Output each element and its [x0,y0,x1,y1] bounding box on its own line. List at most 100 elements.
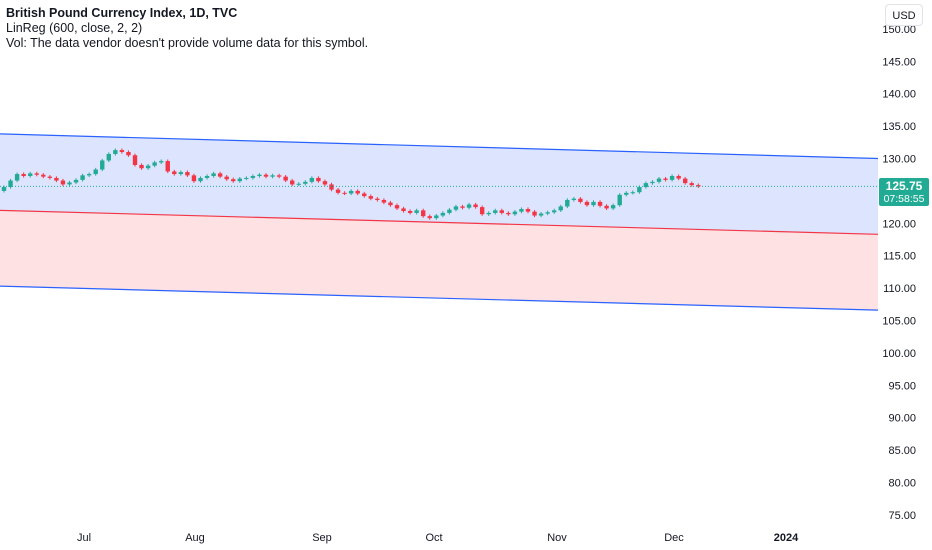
candle [93,167,98,176]
candle [139,163,144,170]
candle [663,176,668,182]
candle [276,173,282,179]
currency-button[interactable]: USD [885,4,923,26]
candle [630,190,635,195]
candle-body [663,178,668,180]
candle [250,174,256,180]
candle [453,204,459,212]
candle-body [545,212,550,214]
candle [132,153,138,167]
candle [322,179,328,187]
candle-body [624,192,629,195]
candle [60,178,66,187]
candle [204,174,210,180]
candle-body [519,209,524,212]
candle [185,170,190,177]
symbol-title[interactable]: British Pound Currency Index, 1D, TVC [6,6,238,20]
candle [597,200,603,208]
candle-body [499,210,504,213]
candle-body [565,199,570,207]
candle-body [466,204,472,208]
candle [362,191,367,198]
candle [460,204,465,210]
candle-body [525,209,531,212]
time-tick-label: 2024 [774,532,799,544]
candle-body [584,201,590,206]
candle [604,204,609,211]
candle [211,171,216,178]
candle [231,177,236,183]
candle [47,175,53,180]
candle-body [630,192,635,194]
candle [512,210,518,216]
candle [14,172,20,183]
candle [493,208,498,215]
candle [355,189,360,196]
candle [342,191,347,196]
candle-body [263,174,269,177]
candle [538,211,544,218]
candle-body [571,198,577,200]
candle [34,171,39,177]
candle [571,197,577,202]
candle [41,173,46,179]
candle-body [145,165,151,169]
candle-body [578,198,583,202]
candle-body [217,173,223,177]
price-tick-label: 80.00 [888,478,916,490]
time-tick-label: Nov [547,532,567,544]
candle [414,208,419,215]
candle [610,203,616,211]
price-tick-label: 100.00 [882,348,916,360]
candle-body [270,175,275,177]
candle [519,207,524,214]
candle [21,172,26,178]
candle [434,213,439,220]
candle-body [100,160,105,170]
price-tick-label: 95.00 [888,380,916,392]
candle-body [73,179,79,183]
candle-body [86,174,92,176]
price-tick-label: 120.00 [882,218,916,230]
candle [119,148,125,154]
candle-body [224,176,229,180]
candle [401,206,406,213]
candle-body [132,155,138,165]
candle-body [34,173,39,175]
candle [237,176,242,183]
candle-body [696,185,701,187]
candle-body [41,174,46,177]
candle [617,193,622,207]
candle-body [637,187,642,193]
candle [375,197,380,202]
candle-body [244,177,249,179]
candle [191,173,197,183]
candle-body [401,208,406,211]
candle-body [198,177,203,182]
time-tick-label: Aug [185,532,205,544]
candle-body [440,212,446,216]
candle-body [60,180,66,185]
candle [283,175,288,183]
candle-body [552,210,557,213]
candle [165,159,170,174]
candle-body [283,176,288,181]
candle [486,211,491,216]
candle-body [67,182,72,185]
last-price-value: 125.75 [885,179,923,193]
candle [473,202,478,209]
volume-note: Vol: The data vendor doesn't provide vol… [6,36,369,50]
candle [689,181,694,187]
linreg-indicator-label[interactable]: LinReg (600, close, 2, 2) [6,21,143,35]
candle-body [191,175,197,182]
candle-body [493,210,498,213]
time-tick-label: Dec [664,532,684,544]
candle [558,204,563,212]
candle-body [506,212,511,215]
candle-body [597,201,603,206]
candle-body [322,181,328,185]
candle [394,203,400,211]
price-tick-label: 135.00 [882,121,916,133]
bar-countdown: 07:58:55 [883,193,925,205]
